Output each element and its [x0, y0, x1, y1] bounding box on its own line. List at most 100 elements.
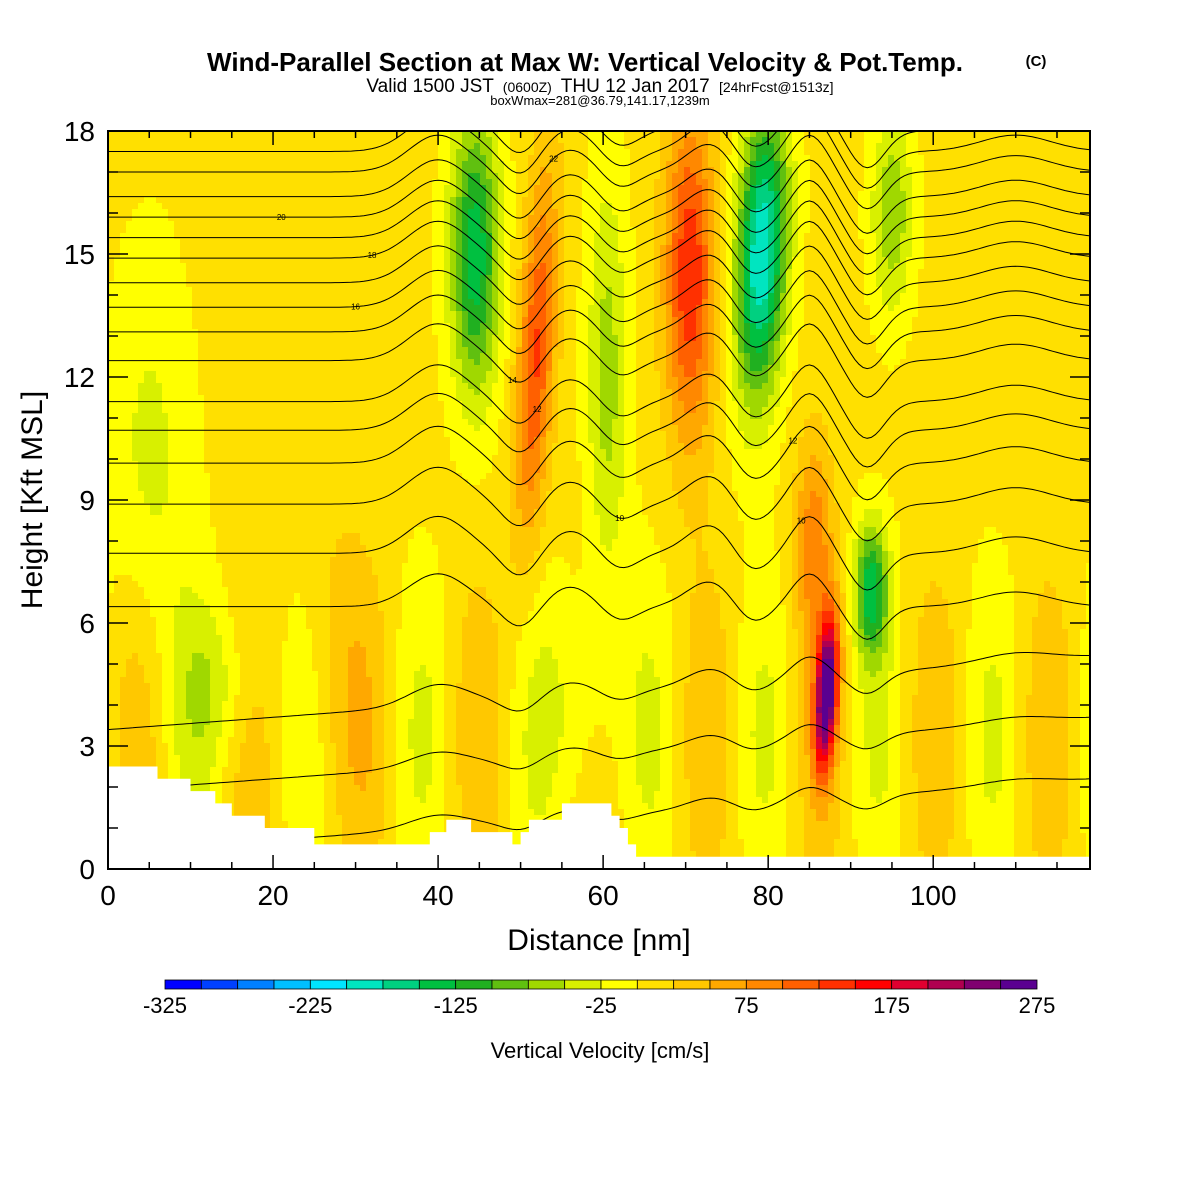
velocity-cell	[966, 203, 973, 210]
velocity-cell	[450, 143, 457, 150]
velocity-cell	[936, 281, 943, 288]
velocity-cell	[1038, 161, 1045, 168]
velocity-cell	[222, 257, 229, 264]
velocity-cell	[978, 215, 985, 222]
velocity-cell	[438, 203, 445, 210]
velocity-cell	[618, 155, 625, 162]
velocity-cell	[870, 167, 877, 174]
velocity-cell	[642, 161, 649, 168]
velocity-cell	[234, 287, 241, 294]
velocity-cell	[738, 179, 745, 186]
velocity-cell	[300, 251, 307, 258]
velocity-cell	[732, 221, 739, 228]
velocity-cell	[720, 263, 727, 270]
velocity-cell	[330, 137, 337, 144]
velocity-cell	[738, 281, 745, 288]
velocity-cell	[1014, 239, 1021, 246]
velocity-cell	[468, 293, 475, 300]
velocity-cell	[852, 299, 859, 306]
velocity-cell	[246, 287, 253, 294]
velocity-cell	[372, 269, 379, 276]
velocity-cell	[504, 305, 511, 312]
velocity-cell	[582, 185, 589, 192]
velocity-cell	[312, 215, 319, 222]
velocity-cell	[444, 209, 451, 216]
velocity-cell	[660, 305, 667, 312]
velocity-cell	[582, 149, 589, 156]
velocity-cell	[1062, 227, 1069, 234]
velocity-cell	[342, 131, 349, 138]
velocity-cell	[288, 161, 295, 168]
velocity-cell	[864, 155, 871, 162]
velocity-cell	[696, 293, 703, 300]
velocity-cell	[192, 143, 199, 150]
velocity-cell	[912, 203, 919, 210]
velocity-cell	[498, 299, 505, 306]
velocity-cell	[444, 185, 451, 192]
velocity-cell	[780, 293, 787, 300]
velocity-cell	[1002, 215, 1009, 222]
velocity-cell	[606, 179, 613, 186]
velocity-cell	[720, 179, 727, 186]
velocity-cell	[360, 293, 367, 300]
velocity-cell	[576, 179, 583, 186]
velocity-cell	[822, 131, 829, 138]
velocity-cell	[192, 197, 199, 204]
velocity-cell	[342, 311, 349, 318]
velocity-cell	[744, 293, 751, 300]
velocity-cell	[684, 209, 691, 216]
velocity-cell	[612, 281, 619, 288]
velocity-cell	[1074, 245, 1081, 252]
velocity-cell	[312, 263, 319, 270]
velocity-cell	[582, 287, 589, 294]
velocity-cell	[810, 191, 817, 198]
velocity-cell	[546, 305, 553, 312]
velocity-cell	[702, 281, 709, 288]
velocity-cell	[606, 305, 613, 312]
velocity-cell	[978, 179, 985, 186]
velocity-cell	[702, 161, 709, 168]
velocity-cell	[612, 233, 619, 240]
velocity-cell	[834, 227, 841, 234]
velocity-cell	[126, 269, 133, 276]
velocity-cell	[822, 143, 829, 150]
velocity-cell	[360, 203, 367, 210]
velocity-cell	[174, 143, 181, 150]
velocity-cell	[954, 245, 961, 252]
velocity-cell	[138, 245, 145, 252]
velocity-cell	[648, 149, 655, 156]
velocity-cell	[822, 137, 829, 144]
velocity-cell	[516, 197, 523, 204]
velocity-cell	[798, 299, 805, 306]
velocity-cell	[222, 287, 229, 294]
velocity-cell	[1026, 269, 1033, 276]
velocity-cell	[666, 239, 673, 246]
velocity-cell	[318, 173, 325, 180]
velocity-cell	[522, 239, 529, 246]
velocity-cell	[1074, 131, 1081, 138]
velocity-cell	[474, 293, 481, 300]
velocity-cell	[492, 275, 499, 282]
velocity-cell	[480, 137, 487, 144]
velocity-cell	[1050, 275, 1057, 282]
velocity-cell	[612, 221, 619, 228]
velocity-cell	[624, 197, 631, 204]
velocity-cell	[540, 281, 547, 288]
velocity-cell	[864, 131, 871, 138]
velocity-cell	[1074, 293, 1081, 300]
velocity-cell	[222, 179, 229, 186]
velocity-cell	[1086, 137, 1090, 144]
velocity-cell	[186, 143, 193, 150]
velocity-cell	[144, 299, 151, 306]
velocity-cell	[210, 179, 217, 186]
velocity-cell	[1044, 257, 1051, 264]
velocity-cell	[918, 263, 925, 270]
velocity-cell	[444, 311, 451, 318]
velocity-cell	[648, 185, 655, 192]
velocity-cell	[708, 143, 715, 150]
velocity-cell	[414, 155, 421, 162]
velocity-cell	[702, 203, 709, 210]
velocity-cell	[894, 251, 901, 258]
velocity-cell	[426, 281, 433, 288]
velocity-cell	[600, 197, 607, 204]
